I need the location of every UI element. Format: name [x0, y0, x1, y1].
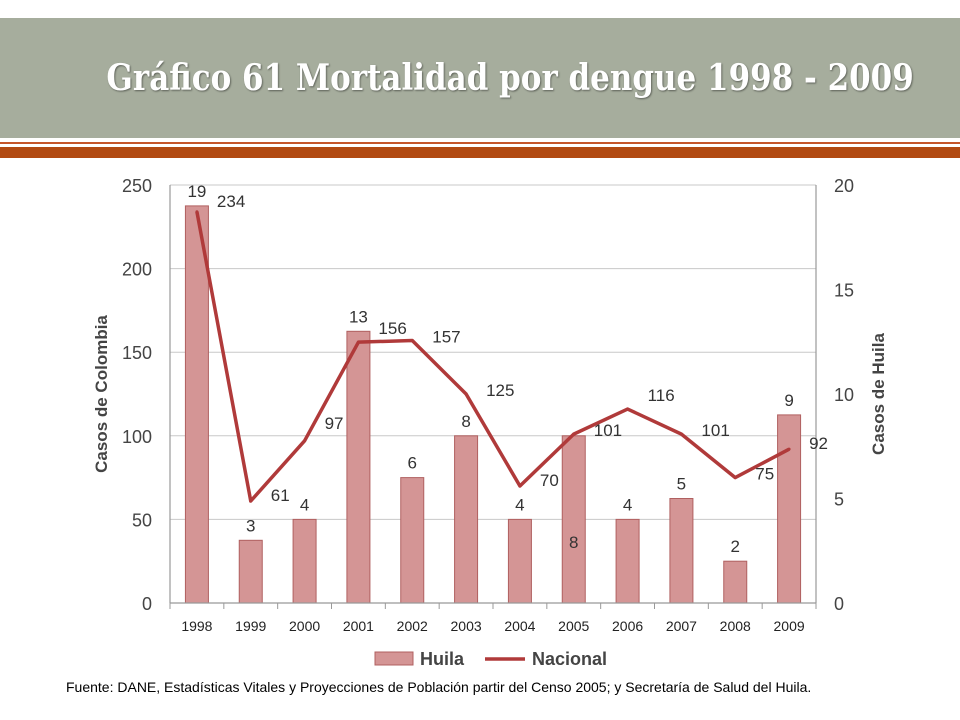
- y-right-axis-title: Casos de Huila: [869, 333, 888, 455]
- line-label-nacional: 70: [540, 471, 559, 490]
- x-tick-label: 1998: [181, 618, 212, 634]
- bar-label-huila: 8: [569, 533, 578, 552]
- y-left-axis-title: Casos de Colombia: [92, 315, 111, 473]
- x-tick-label: 2008: [720, 618, 751, 634]
- bar-label-huila: 13: [349, 307, 368, 326]
- line-label-nacional: 61: [271, 486, 290, 505]
- line-label-nacional: 97: [325, 414, 344, 433]
- title-band: Gráfico 61 Mortalidad por dengue 1998 - …: [0, 18, 960, 138]
- bar-label-huila: 6: [408, 454, 417, 473]
- x-tick-label: 2007: [666, 618, 697, 634]
- point-nacional-2001: [356, 340, 360, 344]
- bar-label-huila: 5: [677, 475, 686, 494]
- line-label-nacional: 234: [217, 192, 245, 211]
- y-left-tick-label: 250: [122, 176, 152, 196]
- y-right-tick-label: 10: [834, 385, 854, 405]
- x-tick-label: 2000: [289, 618, 320, 634]
- y-left-tick-label: 200: [122, 260, 152, 280]
- line-nacional: [195, 211, 790, 503]
- y-right-tick-label: 0: [834, 594, 844, 614]
- page-title: Gráfico 61 Mortalidad por dengue 1998 - …: [106, 57, 914, 99]
- point-nacional-2002: [410, 338, 414, 342]
- line-label-nacional: 101: [594, 421, 622, 440]
- bar-huila-2005: [561, 435, 586, 604]
- line-label-nacional: 75: [755, 465, 774, 484]
- bar-label-huila: 4: [623, 495, 632, 514]
- bar-huila-2002: [400, 477, 425, 604]
- y-left-tick-label: 100: [122, 427, 152, 447]
- y-left-tick-label: 0: [142, 594, 152, 614]
- line-label-nacional: 116: [648, 386, 675, 405]
- point-nacional-1999: [249, 499, 253, 503]
- x-tick-label: 2006: [612, 618, 643, 634]
- y-left-tick-label: 150: [122, 343, 152, 363]
- y-left-tick-label: 50: [132, 510, 152, 530]
- x-tick-label: 2009: [774, 618, 805, 634]
- bar-label-huila: 19: [187, 182, 206, 201]
- point-nacional-2008: [733, 476, 737, 480]
- title-rule-thick: [0, 147, 960, 158]
- bar-huila-2004: [507, 518, 532, 604]
- bar-huila-2003: [454, 435, 479, 604]
- bar-label-huila: 9: [784, 391, 793, 410]
- x-tick-label: 2002: [397, 618, 428, 634]
- point-nacional-2005: [572, 432, 576, 436]
- line-label-nacional: 157: [432, 327, 460, 346]
- y-right-tick-label: 15: [834, 281, 854, 301]
- legend-swatch-huila: [374, 651, 414, 666]
- point-nacional-2000: [303, 439, 307, 443]
- bar-label-huila: 4: [300, 495, 309, 514]
- bar-huila-2009: [777, 414, 802, 604]
- bar-label-huila: 4: [515, 495, 524, 514]
- x-tick-label: 2003: [451, 618, 482, 634]
- x-tick-label: 2004: [504, 618, 535, 634]
- title-rule-thin: [0, 142, 960, 144]
- y-right-tick-label: 20: [834, 176, 854, 196]
- nacional-line: [195, 210, 791, 503]
- data-labels: 19 3 4 13 6 8 4 8 4 5 2 9 234 61 97 156 157 125 70 101 116 10…: [187, 182, 828, 556]
- legend-label-huila: Huila: [420, 649, 465, 669]
- bar-label-huila: 8: [461, 412, 470, 431]
- bar-huila-2001: [346, 330, 371, 604]
- x-tick-label: 2005: [558, 618, 589, 634]
- bar-huila-2008: [723, 560, 748, 604]
- line-label-nacional: 125: [486, 381, 514, 400]
- bar-huila-1998: [184, 205, 209, 604]
- bar-huila-2006: [615, 518, 640, 604]
- point-nacional-2004: [518, 484, 522, 488]
- point-nacional-2006: [626, 407, 630, 411]
- bar-huila-2007: [669, 498, 694, 604]
- x-tick-label: 2001: [343, 618, 374, 634]
- x-tick-label: 1999: [235, 618, 266, 634]
- huila-bars: [184, 205, 802, 604]
- point-nacional-2007: [679, 432, 683, 436]
- line-label-nacional: 101: [701, 421, 729, 440]
- legend: Huila Nacional: [374, 649, 607, 669]
- legend-label-nacional: Nacional: [532, 649, 607, 669]
- point-nacional-1998: [195, 210, 199, 214]
- point-nacional-2009: [787, 447, 791, 451]
- bar-huila-1999: [238, 539, 263, 604]
- point-nacional-2003: [464, 392, 468, 396]
- source-note: Fuente: DANE, Estadísticas Vitales y Pro…: [66, 679, 812, 695]
- line-label-nacional: 156: [378, 319, 406, 338]
- y-right-tick-label: 5: [834, 490, 844, 510]
- bar-label-huila: 2: [731, 537, 740, 556]
- line-label-nacional: 92: [809, 434, 828, 453]
- bar-label-huila: 3: [246, 516, 255, 535]
- bar-huila-2000: [292, 518, 317, 604]
- grid-lines: [170, 184, 816, 520]
